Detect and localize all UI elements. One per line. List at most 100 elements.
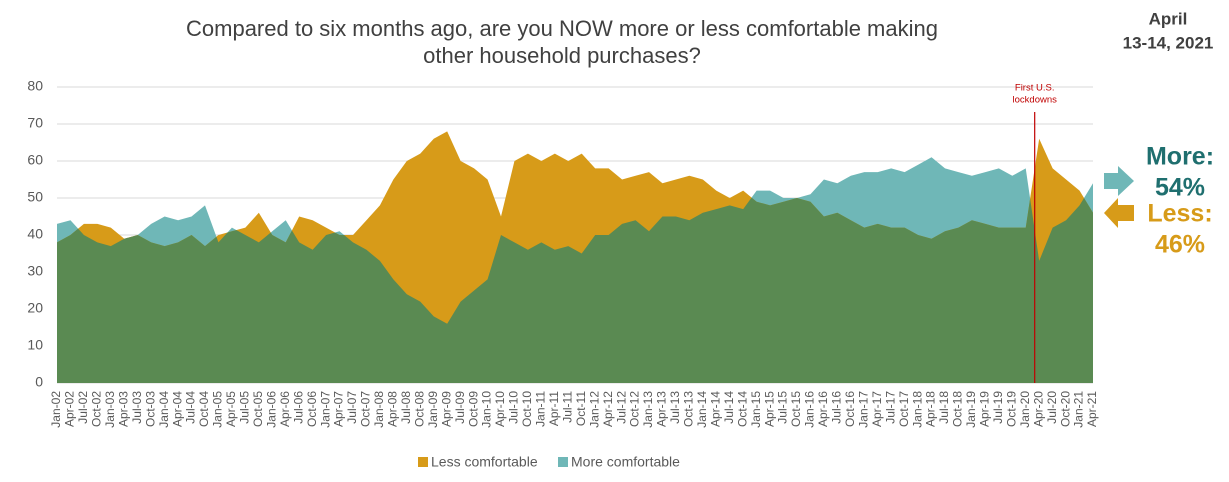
x-tick-label: Jan-11 bbox=[534, 391, 548, 427]
annotation-text: First U.S. bbox=[1015, 83, 1055, 94]
y-tick-label: 50 bbox=[27, 189, 43, 205]
callout-value: 54% bbox=[1155, 174, 1205, 202]
x-tick-label: Oct-15 bbox=[789, 391, 803, 427]
x-tick-label: Jan-15 bbox=[749, 391, 763, 428]
y-tick-label: 30 bbox=[27, 263, 43, 279]
x-tick-label: Oct-06 bbox=[305, 391, 319, 427]
date-label: 13-14, 2021 bbox=[1123, 33, 1214, 52]
x-tick-label: Jan-02 bbox=[49, 391, 63, 428]
x-tick-label: Jan-09 bbox=[426, 391, 440, 428]
x-tick-label: Jul-18 bbox=[937, 391, 951, 424]
overlap-area bbox=[57, 157, 1093, 383]
x-tick-label: Jul-17 bbox=[883, 391, 897, 424]
x-tick-label: Jan-19 bbox=[964, 391, 978, 428]
x-tick-label: Apr-09 bbox=[439, 391, 453, 427]
x-tick-label: Jul-08 bbox=[399, 391, 413, 424]
y-tick-label: 40 bbox=[27, 226, 43, 242]
x-tick-label: Apr-15 bbox=[762, 391, 776, 427]
x-tick-label: Jan-18 bbox=[910, 391, 924, 428]
x-tick-label: Oct-17 bbox=[897, 391, 911, 427]
x-tick-label: Apr-08 bbox=[386, 391, 400, 427]
x-tick-label: Jul-09 bbox=[453, 391, 467, 424]
x-tick-label: Apr-13 bbox=[655, 391, 669, 427]
x-tick-label: Jul-04 bbox=[184, 391, 198, 424]
x-tick-label: Jul-03 bbox=[130, 391, 144, 424]
x-tick-label: Jan-12 bbox=[587, 391, 601, 428]
x-tick-label: Oct-05 bbox=[251, 391, 265, 427]
x-tick-label: Apr-04 bbox=[170, 391, 184, 427]
x-tick-label: Apr-10 bbox=[493, 391, 507, 427]
x-tick-label: Jul-02 bbox=[76, 391, 90, 424]
x-tick-label: Oct-12 bbox=[628, 391, 642, 427]
x-tick-label: Jul-15 bbox=[776, 391, 790, 424]
x-tick-label: Oct-02 bbox=[90, 391, 104, 427]
x-tick-label: Jan-04 bbox=[157, 391, 171, 428]
x-tick-label: Oct-07 bbox=[359, 391, 373, 427]
x-tick-label: Jan-10 bbox=[480, 391, 494, 428]
x-tick-label: Apr-05 bbox=[224, 391, 238, 427]
y-tick-label: 80 bbox=[27, 78, 43, 94]
x-tick-label: Jul-13 bbox=[668, 391, 682, 424]
x-tick-label: Jul-11 bbox=[560, 391, 574, 423]
x-tick-label: Jul-20 bbox=[1045, 391, 1059, 424]
x-tick-label: Apr-12 bbox=[601, 391, 615, 427]
chart-title: other household purchases? bbox=[423, 43, 701, 68]
x-tick-label: Apr-17 bbox=[870, 391, 884, 427]
x-tick-label: Oct-14 bbox=[735, 391, 749, 427]
x-tick-label: Jul-07 bbox=[345, 391, 359, 424]
x-tick-label: Jul-05 bbox=[238, 391, 252, 424]
y-tick-label: 70 bbox=[27, 115, 43, 131]
x-tick-label: Jan-14 bbox=[695, 391, 709, 428]
x-tick-label: Apr-16 bbox=[816, 391, 830, 427]
y-tick-label: 10 bbox=[27, 337, 43, 353]
less-arrow bbox=[1104, 198, 1134, 228]
x-tick-label: Jul-19 bbox=[991, 391, 1005, 424]
callout-label: Less: bbox=[1147, 200, 1212, 228]
x-tick-label: Oct-10 bbox=[520, 391, 534, 427]
more-arrow bbox=[1104, 166, 1134, 196]
x-tick-label: Jan-21 bbox=[1072, 391, 1086, 428]
x-tick-label: Jan-07 bbox=[318, 391, 332, 428]
callout-value: 46% bbox=[1155, 231, 1205, 259]
legend-label: More comfortable bbox=[571, 454, 680, 470]
y-tick-label: 20 bbox=[27, 300, 43, 316]
x-tick-label: Apr-14 bbox=[708, 391, 722, 427]
x-tick-label: Apr-03 bbox=[116, 391, 130, 427]
x-tick-label: Jan-16 bbox=[803, 391, 817, 428]
x-tick-label: Oct-19 bbox=[1004, 391, 1018, 427]
x-tick-label: Apr-20 bbox=[1031, 391, 1045, 427]
x-tick-label: Apr-18 bbox=[924, 391, 938, 427]
x-tick-label: Jan-05 bbox=[211, 391, 225, 428]
y-tick-label: 0 bbox=[35, 374, 43, 390]
x-tick-label: Jan-17 bbox=[856, 391, 870, 428]
x-tick-label: Jul-06 bbox=[291, 391, 305, 424]
x-tick-label: Oct-03 bbox=[143, 391, 157, 427]
x-tick-label: Jan-08 bbox=[372, 391, 386, 428]
x-tick-label: Oct-08 bbox=[412, 391, 426, 427]
x-tick-label: Jan-06 bbox=[264, 391, 278, 428]
x-tick-label: Apr-19 bbox=[978, 391, 992, 427]
x-tick-label: Jan-03 bbox=[103, 391, 117, 428]
x-tick-label: Oct-16 bbox=[843, 391, 857, 427]
legend-swatch bbox=[558, 457, 568, 467]
x-tick-label: Jul-12 bbox=[614, 391, 628, 424]
x-tick-label: Oct-18 bbox=[951, 391, 965, 427]
x-tick-label: Oct-11 bbox=[574, 391, 588, 426]
x-tick-label: Oct-20 bbox=[1058, 391, 1072, 427]
date-label: April bbox=[1149, 9, 1188, 28]
x-tick-label: Oct-04 bbox=[197, 391, 211, 427]
x-tick-label: Oct-09 bbox=[466, 391, 480, 427]
legend-label: Less comfortable bbox=[431, 454, 538, 470]
x-tick-label: Apr-07 bbox=[332, 391, 346, 427]
legend-swatch bbox=[418, 457, 428, 467]
x-tick-label: Jan-13 bbox=[641, 391, 655, 428]
x-tick-label: Jan-20 bbox=[1018, 391, 1032, 428]
annotation-text: lockdowns bbox=[1013, 95, 1058, 106]
x-tick-label: Apr-11 bbox=[547, 391, 561, 426]
x-tick-label: Apr-02 bbox=[63, 391, 77, 427]
x-tick-label: Apr-21 bbox=[1085, 391, 1099, 427]
x-tick-label: Jul-16 bbox=[830, 391, 844, 424]
chart-title: Compared to six months ago, are you NOW … bbox=[186, 16, 938, 41]
x-tick-label: Jul-10 bbox=[507, 391, 521, 424]
